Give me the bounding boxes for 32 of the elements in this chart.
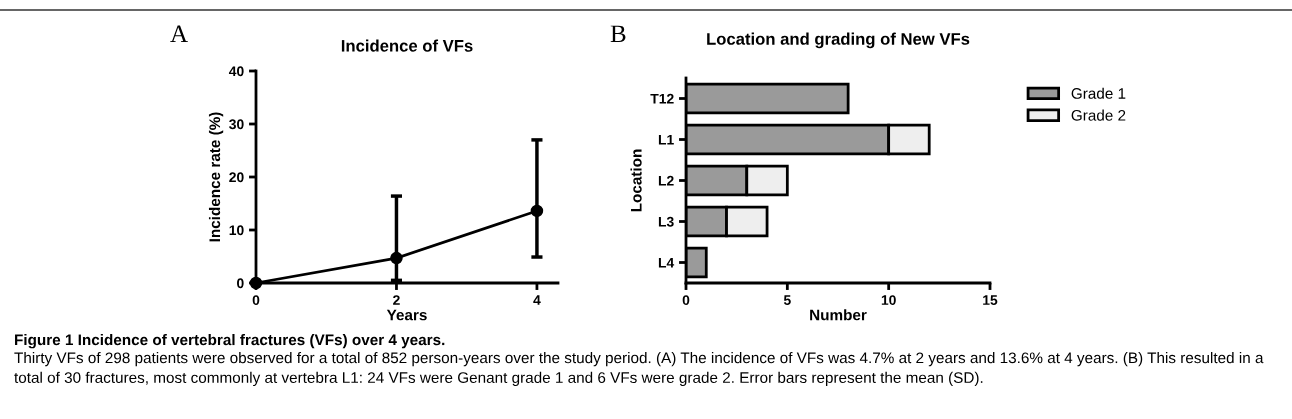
x-tick-label: 0 — [252, 295, 260, 306]
y-tick-label: 40 — [228, 66, 244, 77]
x-tick-label: 0 — [682, 295, 690, 306]
chart-title: Incidence of VFs — [341, 39, 473, 52]
point — [530, 204, 544, 218]
caption: Figure 1 Incidence of vertebral fractures (VFs) over 4 years. — [15, 334, 445, 349]
y-tick-label: 0 — [237, 278, 244, 289]
y-tick-label: L2 — [658, 175, 674, 186]
y-tick-label: 20 — [229, 172, 244, 183]
y-axis-title: Location — [630, 149, 642, 212]
x-axis-title: Number — [810, 309, 867, 321]
legend-label: Grade 1 — [1071, 87, 1126, 99]
text: Thirty VFs of 298 patients were observed for a total of 852 person-years over the study period. (A) The incidence of VFs was 4.7% at 2 years and 13.6% at 4 years. (B) This resulted in a total of 30 fractures, most commonly at vertebra L1: 24 VFs were Genant grade 1 and 6 VFs were grade 2. Error bars represent the mean (SD). — [14, 352, 1264, 387]
y-tick-label: 30 — [229, 119, 244, 130]
x-tick-label: 4 — [533, 295, 541, 305]
y-tick-label: L3 — [658, 216, 674, 227]
chart-title: Location and grading of New VFs — [707, 32, 970, 49]
text: B — [610, 25, 626, 43]
y-tick-label: L1 — [658, 134, 674, 145]
y-axis-title: Incidence rate (%) — [208, 112, 224, 242]
y-tick-label: 10 — [229, 225, 244, 236]
legend-label: Grade 2 — [1071, 109, 1126, 121]
x-axis-title: Years — [386, 309, 427, 321]
text: A — [170, 25, 188, 42]
y-tick-label: L4 — [658, 257, 675, 268]
point — [249, 276, 263, 290]
point — [390, 251, 403, 265]
x-tick-label: 15 — [983, 295, 998, 306]
x-tick-label: 2 — [393, 295, 400, 305]
x-tick-label: 5 — [783, 295, 791, 306]
y-tick-label: T12 — [650, 93, 674, 104]
x-tick-label: 10 — [881, 295, 896, 306]
